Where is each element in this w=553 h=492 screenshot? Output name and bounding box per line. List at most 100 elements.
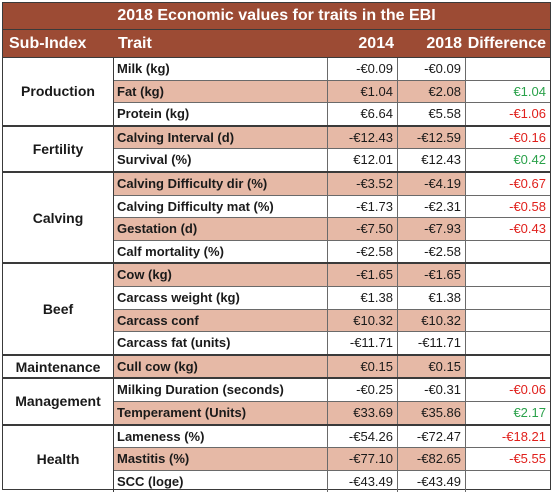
trait-cell: Calving Interval (d) xyxy=(114,126,328,149)
trait-cell: Milk (kg) xyxy=(114,58,328,80)
subindex-name: Fertility xyxy=(3,126,114,171)
table-row: Survival (%) €12.01 €12.43 €0.42 xyxy=(114,149,550,171)
subindex-group: Maintenance Cull cow (kg) €0.15 €0.15 xyxy=(3,355,550,380)
value-2018-cell: -€11.71 xyxy=(398,332,466,354)
subindex-name: Management xyxy=(3,379,114,424)
difference-cell: -€0.16 xyxy=(509,129,546,145)
difference-cell: €2.17 xyxy=(513,404,546,420)
difference-cell xyxy=(466,287,550,309)
value-2014-cell: €6.64 xyxy=(328,103,398,125)
subindex-name: Maintenance xyxy=(3,355,114,378)
value-2018-cell: -€82.65 xyxy=(398,448,466,470)
difference-cell: -€0.67 xyxy=(509,175,546,191)
subindex-group: Management Milking Duration (seconds) -€0.… xyxy=(3,379,550,426)
value-2018-cell: -€12.59 xyxy=(398,126,466,149)
trait-cell: Carcass conf xyxy=(114,309,328,332)
trait-rows: Cow (kg) -€1.65 -€1.65 Carcass weight (kg) €… xyxy=(114,264,550,354)
table-row: Calf mortality (%) -€2.58 -€2.58 xyxy=(114,240,550,263)
value-2018-cell: -€0.31 xyxy=(398,379,466,401)
trait-cell: Survival (%) xyxy=(114,149,328,171)
value-2018-cell: -€4.19 xyxy=(398,172,466,195)
trait-cell: Carcass weight (kg) xyxy=(114,286,328,309)
value-2014-cell: -€1.73 xyxy=(328,195,398,218)
table-row: Carcass weight (kg) €1.38 €1.38 xyxy=(114,286,550,310)
trait-cell: Milking Duration (seconds) xyxy=(114,379,328,401)
trait-cell: Calving Difficulty dir (%) xyxy=(114,172,328,195)
difference-cell: -€5.55 xyxy=(509,451,546,467)
header-subindex: Sub-Index xyxy=(9,35,87,52)
trait-cell: Cull cow (kg) xyxy=(114,355,328,378)
value-2014-cell: €10.32 xyxy=(328,309,398,332)
subindex-group: Production Milk (kg) -€0.09 -€0.09 Fat (kg) €… xyxy=(3,58,550,127)
table-row: Carcass conf €10.32 €10.32 xyxy=(114,309,550,333)
difference-cell xyxy=(466,332,550,354)
difference-cell: -€0.58 xyxy=(509,198,546,214)
value-2018-cell: -€7.93 xyxy=(398,218,466,240)
table-row: Calving Difficulty mat (%) -€1.73 -€2.31 -€… xyxy=(114,195,550,219)
difference-cell xyxy=(466,241,550,263)
difference-cell: -€1.06 xyxy=(509,106,546,122)
trait-rows: Milk (kg) -€0.09 -€0.09 Fat (kg) €1.04 €2.08 €… xyxy=(114,58,550,125)
value-2014-cell: -€0.25 xyxy=(328,379,398,401)
value-2014-cell: €1.04 xyxy=(328,80,398,103)
value-2014-cell: -€77.10 xyxy=(328,448,398,470)
value-2018-cell: €0.15 xyxy=(398,355,466,378)
value-2018-cell: €2.08 xyxy=(398,80,466,103)
value-2014-cell: -€11.71 xyxy=(328,332,398,354)
header-trait: Trait xyxy=(118,35,152,52)
header-2014: 2014 xyxy=(358,35,394,52)
header-difference: Difference xyxy=(467,35,546,52)
value-2018-cell: -€0.09 xyxy=(398,58,466,80)
subindex-group: Fertility Calving Interval (d) -€12.43 -€12… xyxy=(3,126,550,173)
difference-cell xyxy=(466,310,550,332)
trait-cell: Mastitis (%) xyxy=(114,448,328,470)
value-2018-cell: -€2.31 xyxy=(398,195,466,218)
value-2018-cell: -€43.49 xyxy=(398,470,466,492)
difference-cell xyxy=(466,471,550,492)
value-2018-cell: -€1.65 xyxy=(398,264,466,286)
trait-rows: Cull cow (kg) €0.15 €0.15 xyxy=(114,355,550,378)
trait-rows: Milking Duration (seconds) -€0.25 -€0.31 -€… xyxy=(114,379,550,424)
difference-cell xyxy=(466,58,550,80)
subindex-name: Beef xyxy=(3,264,114,354)
subindex-group: Beef Cow (kg) -€1.65 -€1.65 Carcass weight (… xyxy=(3,264,550,356)
subindex-group: Calving Calving Difficulty dir (%) -€3.52-… xyxy=(3,172,550,265)
value-2014-cell: -€43.49 xyxy=(328,470,398,492)
value-2014-cell: €12.01 xyxy=(328,149,398,171)
difference-cell: -€0.43 xyxy=(509,221,546,237)
table-row: Fat (kg) €1.04 €2.08 €1.04 xyxy=(114,80,550,104)
difference-cell: €1.04 xyxy=(513,83,546,99)
value-2018-cell: €1.38 xyxy=(398,286,466,309)
value-2018-cell: €35.86 xyxy=(398,401,466,424)
value-2014-cell: €1.38 xyxy=(328,286,398,309)
trait-rows: Calving Difficulty dir (%) -€3.52 -€4.19 -€… xyxy=(114,172,550,263)
difference-cell xyxy=(466,264,550,286)
table-row: Cull cow (kg) €0.15 €0.15 xyxy=(114,355,550,378)
subindex-group: Health Lameness (%) -€54.26 -€72.47 -€18.21 M… xyxy=(3,425,550,492)
value-2014-cell: -€12.43 xyxy=(328,126,398,149)
table-row: Milk (kg) -€0.09 -€0.09 xyxy=(114,58,550,81)
header-row: Sub-Index Trait 2014 2018 Difference xyxy=(3,30,550,58)
table-row: Protein (kg) €6.64 €5.58 -€1.06 xyxy=(114,103,550,125)
trait-cell: Cow (kg) xyxy=(114,264,328,286)
trait-rows: Lameness (%) -€54.26 -€72.47 -€18.21 Mastiti… xyxy=(114,425,550,492)
subindex-name: Production xyxy=(3,58,114,125)
difference-cell xyxy=(466,356,550,378)
table-row: Mastitis (%) -€77.10 -€82.65 -€5.55 xyxy=(114,448,550,471)
table-row: Calving Interval (d) -€12.43 -€12.59 -€0.16 xyxy=(114,126,550,150)
trait-cell: SCC (loge) xyxy=(114,470,328,492)
difference-cell: -€18.21 xyxy=(501,428,546,444)
value-2014-cell: €0.15 xyxy=(328,355,398,378)
header-2018: 2018 xyxy=(426,35,462,52)
table-row: SCC (loge) -€43.49 -€43.49 xyxy=(114,470,550,492)
table-row: Milking Duration (seconds) -€0.25 -€0.31 -€… xyxy=(114,379,550,402)
subindex-name: Calving xyxy=(3,172,114,263)
trait-rows: Calving Interval (d) -€12.43 -€12.59 -€0.16… xyxy=(114,126,550,171)
table-row: Temperament (Units) €33.69 €35.86 €2.17 xyxy=(114,401,550,424)
trait-cell: Calf mortality (%) xyxy=(114,240,328,263)
table-row: Calving Difficulty dir (%) -€3.52 -€4.19 -€… xyxy=(114,172,550,196)
trait-cell: Fat (kg) xyxy=(114,80,328,103)
trait-cell: Calving Difficulty mat (%) xyxy=(114,195,328,218)
value-2014-cell: -€3.52 xyxy=(328,172,398,195)
